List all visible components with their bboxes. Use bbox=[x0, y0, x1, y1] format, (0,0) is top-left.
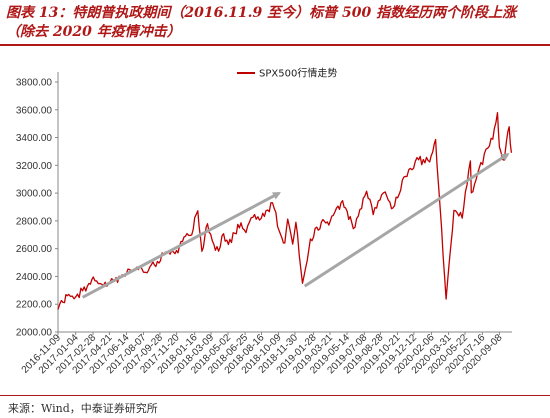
y-tick-label: 3000.00 bbox=[16, 189, 53, 200]
y-tick-label: 2400.00 bbox=[16, 272, 53, 283]
y-tick-label: 2800.00 bbox=[16, 216, 53, 227]
y-tick-label: 2200.00 bbox=[16, 300, 53, 311]
spx500-series-line bbox=[57, 111, 513, 310]
trend-arrow-1 bbox=[81, 191, 281, 299]
legend-label: SPX500行情走势 bbox=[259, 67, 337, 80]
chart-title-line-1: 图表 13：特朗普执政期间（2016.11.9 至今）标普 500 指数经历两个… bbox=[6, 5, 517, 21]
y-tick-label: 3400.00 bbox=[16, 133, 53, 144]
chart-title-line-2: （除去 2020 年疫情冲击） bbox=[6, 24, 181, 40]
y-tick-label: 2600.00 bbox=[16, 244, 53, 255]
footer-divider bbox=[0, 395, 550, 396]
chart-title: 图表 13：特朗普执政期间（2016.11.9 至今）标普 500 指数经历两个… bbox=[6, 4, 546, 42]
title-divider bbox=[0, 44, 550, 46]
y-tick-label: 3800.00 bbox=[16, 78, 53, 89]
y-tick-label: 2000.00 bbox=[16, 328, 53, 339]
y-tick-label: 3200.00 bbox=[16, 161, 53, 172]
y-tick-label: 3600.00 bbox=[16, 105, 53, 116]
source-note: 来源：Wind，中泰证券研究所 bbox=[8, 402, 158, 415]
trend-arrow-2 bbox=[303, 152, 510, 288]
